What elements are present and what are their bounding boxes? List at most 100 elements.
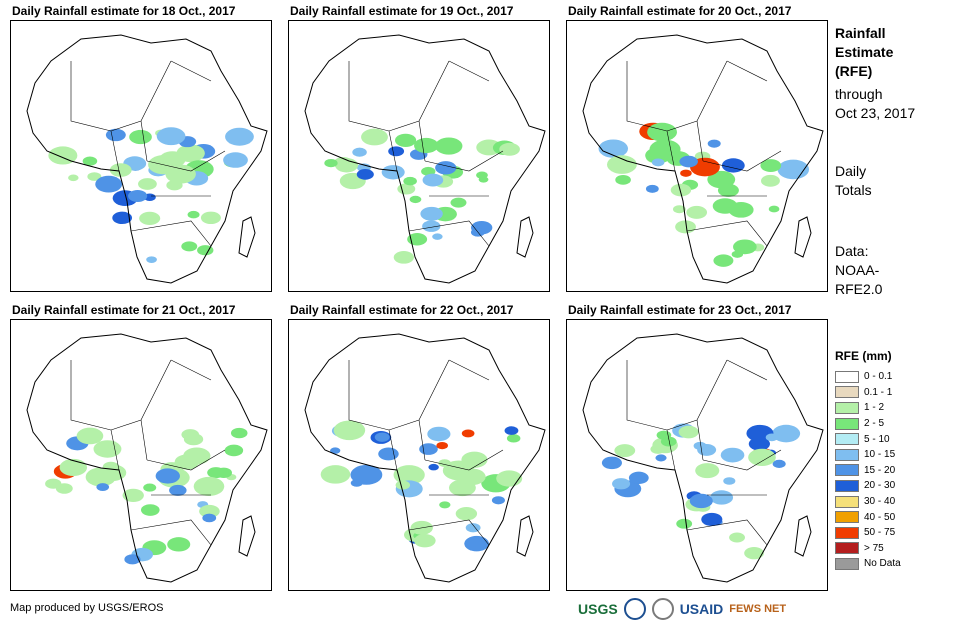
rainfall-area (607, 155, 637, 174)
rainfall-area (680, 169, 692, 177)
legend-label: 40 - 50 (864, 511, 896, 523)
africa-map-svg (26, 333, 268, 583)
country-border (408, 220, 490, 247)
rainfall-area (122, 488, 144, 503)
legend-label: 10 - 15 (864, 449, 896, 461)
rainfall-area (464, 535, 489, 552)
africa-map-svg (304, 34, 546, 284)
rainfall-area (612, 478, 631, 490)
rainfall-map (10, 319, 272, 591)
rainfall-area (712, 198, 738, 214)
rainfall-area (200, 211, 221, 225)
legend-label: > 75 (864, 542, 884, 554)
rainfall-area (230, 427, 248, 439)
rainfall-area (697, 444, 717, 456)
coastline (794, 216, 812, 258)
rainfall-area (350, 479, 363, 487)
rainfall-area (428, 463, 439, 471)
rainfall-area (655, 454, 667, 462)
panel-title: Daily Rainfall estimate for 18 Oct., 201… (12, 4, 236, 18)
legend-item: 30 - 40 (835, 494, 901, 510)
country-border (702, 150, 782, 172)
legend-item: 20 - 30 (835, 478, 901, 494)
rainfall-area (59, 458, 88, 477)
rainfall-area (199, 504, 220, 518)
legend-item: > 75 (835, 541, 901, 557)
country-border (140, 419, 148, 461)
country-border (418, 419, 426, 461)
rainfall-panel-22-oct: Daily Rainfall estimate for 22 Oct., 201… (288, 303, 550, 593)
panel-title: Daily Rainfall estimate for 20 Oct., 201… (568, 4, 792, 18)
rfe-title-line: Rainfall (835, 25, 886, 41)
rainfall-area (419, 443, 438, 455)
panel-title: Daily Rainfall estimate for 22 Oct., 201… (290, 303, 514, 317)
rainfall-area (225, 127, 254, 146)
panel-title: Daily Rainfall estimate for 21 Oct., 201… (12, 303, 236, 317)
country-border (170, 359, 212, 381)
rainfall-area (768, 205, 780, 213)
rainfall-area (76, 427, 104, 445)
rainfall-area (395, 480, 411, 490)
rainfall-area (432, 233, 443, 240)
rainfall-area (202, 513, 217, 523)
rainfall-area (187, 210, 200, 219)
data-source-line: NOAA- (835, 262, 880, 278)
rainfall-map (566, 319, 828, 591)
legend-label: 5 - 10 (864, 433, 890, 445)
rainfall-area (670, 183, 692, 197)
rfe-title-line: Estimate (835, 44, 894, 60)
rainfall-area (651, 158, 665, 167)
rainfall-area (124, 554, 141, 565)
rainfall-area (686, 205, 708, 219)
coastline (582, 333, 824, 583)
legend-swatch (835, 386, 859, 399)
rainfall-area (82, 156, 98, 166)
coastline (516, 216, 534, 258)
rainfall-area (139, 211, 161, 225)
country-border (448, 60, 490, 82)
rainfall-area (476, 171, 488, 179)
rainfall-area (598, 139, 628, 158)
legend-swatch (835, 557, 859, 570)
rainfall-area (224, 444, 244, 457)
rainfall-map (288, 319, 550, 591)
rainfall-area (435, 161, 457, 175)
legend-item: 1 - 2 (835, 400, 901, 416)
rainfall-area (215, 467, 232, 478)
rainfall-area (679, 155, 698, 168)
rainfall-area (378, 447, 399, 461)
rainfall-area (628, 471, 649, 485)
rainfall-area (140, 504, 160, 516)
rainfall-area (167, 537, 191, 552)
country-border (348, 360, 390, 431)
rainfall-area (193, 476, 225, 496)
rainfall-area (361, 128, 388, 146)
rainfall-area (95, 175, 123, 193)
rainfall-area (174, 454, 200, 470)
country-border (388, 359, 450, 431)
rainfall-area (772, 424, 801, 443)
legend-rows: 0 - 0.1 0.1 - 1 1 - 2 2 - 5 5 - 10 10 - 15 15 … (835, 369, 901, 572)
legend-item: 0 - 0.1 (835, 369, 901, 385)
data-source-line: RFE2.0 (835, 281, 883, 297)
panel-title: Daily Rainfall estimate for 23 Oct., 201… (568, 303, 792, 317)
legend-swatch (835, 511, 859, 524)
legend-swatch (835, 370, 859, 383)
country-border (130, 519, 212, 546)
legend-label: 15 - 20 (864, 464, 896, 476)
noaa-logo-icon (623, 598, 646, 620)
legend-label: 1 - 2 (864, 402, 885, 414)
country-border (448, 359, 490, 381)
panel-title: Daily Rainfall estimate for 19 Oct., 201… (290, 4, 514, 18)
rainfall-area (496, 470, 523, 487)
rainfall-area (93, 440, 122, 458)
legend-item: 10 - 15 (835, 447, 901, 463)
country-border (686, 519, 768, 546)
rainfall-area (760, 159, 782, 173)
rainfall-area (181, 241, 198, 252)
rainfall-area (109, 163, 132, 177)
rainfall-area (672, 205, 686, 214)
country-border (726, 359, 768, 381)
rainfall-area (465, 523, 481, 533)
nasa-logo-icon (651, 598, 674, 620)
